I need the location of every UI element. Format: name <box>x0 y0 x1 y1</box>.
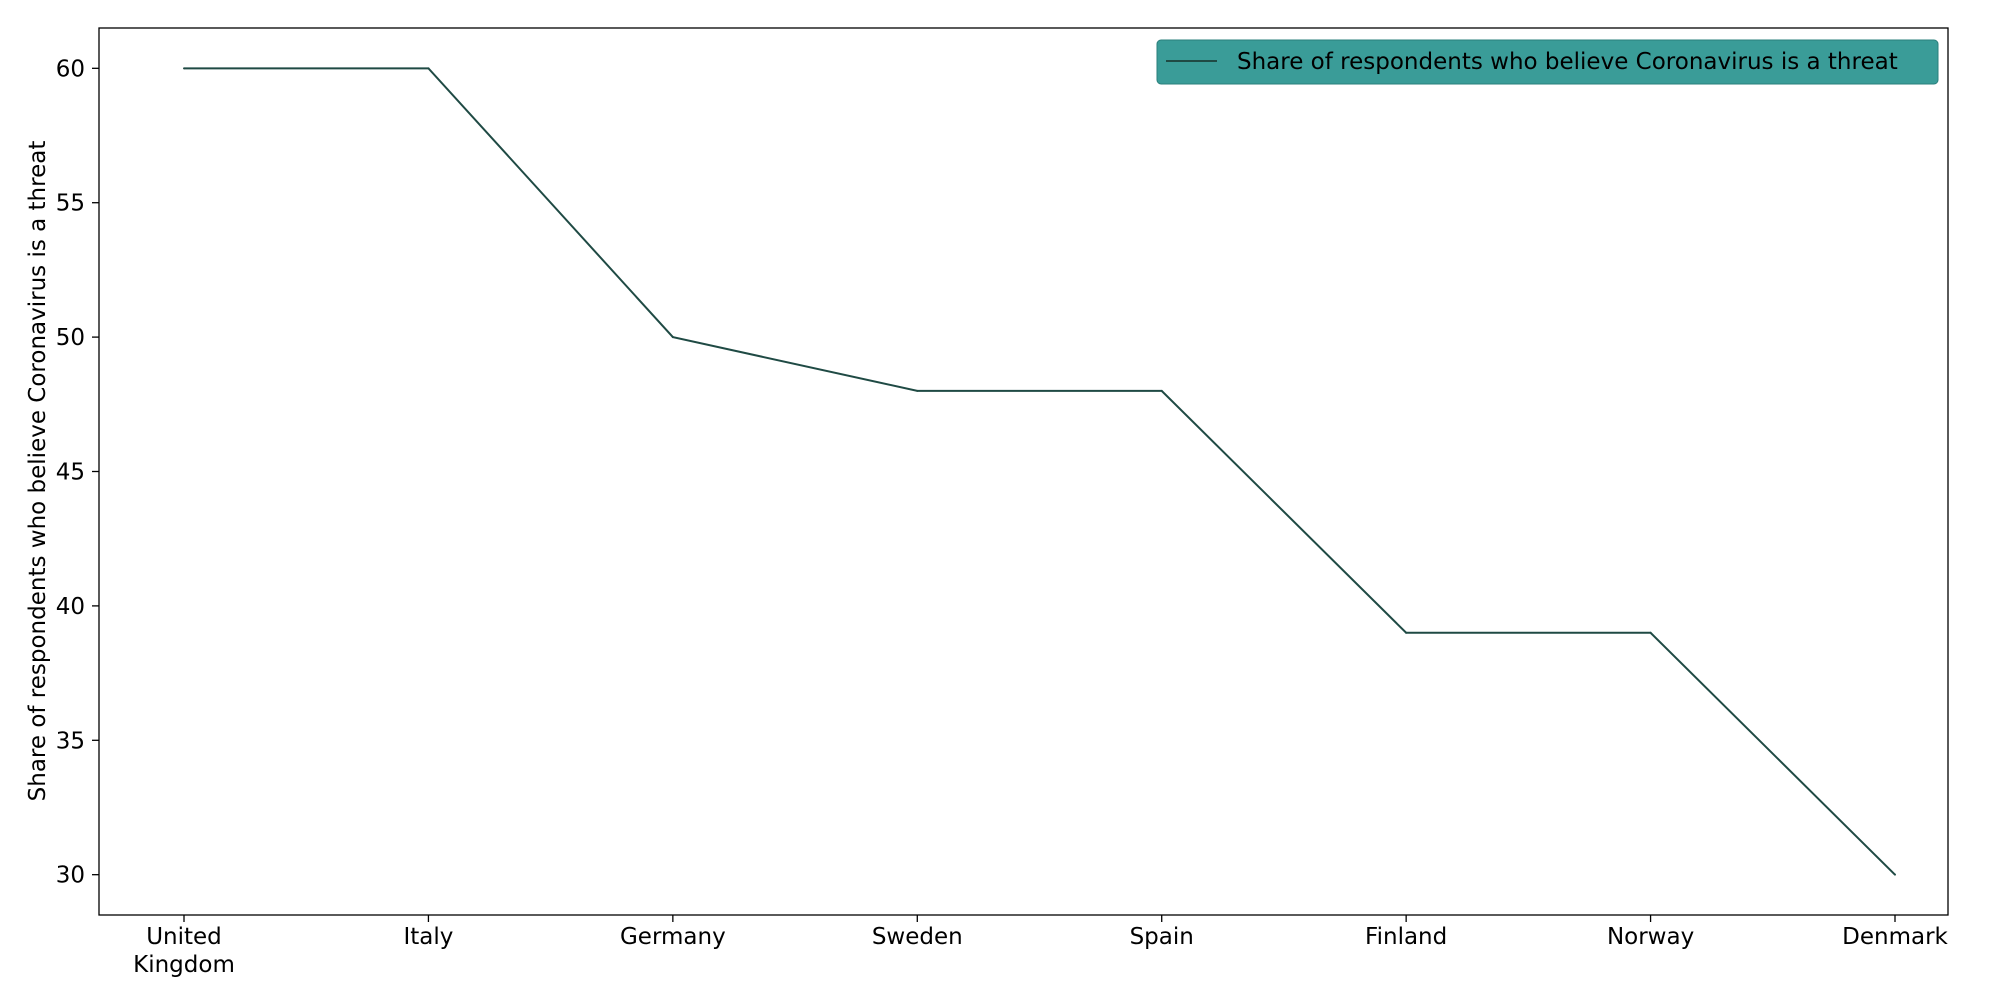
x-tick-label: Denmark <box>1842 924 1948 950</box>
x-axis-ticks: United Kingdom Italy Germany Sweden Spain Finl… <box>133 915 1949 978</box>
y-tick-label: 40 <box>56 594 85 620</box>
y-axis-label: Share of respondents who believe Coronav… <box>25 141 51 802</box>
data-point <box>427 67 430 70</box>
data-point <box>1405 631 1408 634</box>
x-tick-label: Finland <box>1365 924 1447 950</box>
x-tick-label: Norway <box>1607 924 1694 950</box>
legend-box <box>1156 39 1939 85</box>
series-line <box>184 67 1896 876</box>
legend-label: Share of respondents who believe Coronav… <box>1237 49 1898 75</box>
data-point <box>1894 873 1896 876</box>
data-point <box>916 389 919 392</box>
x-tick-label: United Kingdom <box>133 924 235 978</box>
x-tick-label: Spain <box>1130 924 1194 950</box>
x-tick-label: Italy <box>403 924 453 950</box>
data-point <box>1649 631 1652 634</box>
y-tick-label: 55 <box>56 191 85 217</box>
legend: Share of respondents who believe Coronav… <box>1156 39 1939 85</box>
plot-frame <box>98 27 1949 916</box>
x-tick-label: Sweden <box>872 924 963 950</box>
y-tick-label: 50 <box>56 325 85 351</box>
y-axis-ticks: 30 35 40 45 50 55 60 <box>56 56 99 889</box>
y-tick-label: 35 <box>56 728 85 754</box>
plot-area <box>99 28 1948 915</box>
data-point <box>183 67 185 70</box>
y-tick-label: 45 <box>56 460 85 486</box>
x-tick-label: Germany <box>620 924 726 950</box>
y-tick-label: 60 <box>56 56 85 82</box>
y-tick-label: 30 <box>56 863 85 889</box>
data-point <box>671 336 674 339</box>
data-point <box>1160 389 1163 392</box>
